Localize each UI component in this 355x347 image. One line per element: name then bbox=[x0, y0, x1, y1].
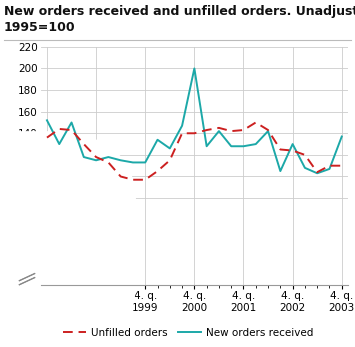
New orders received bbox=[327, 167, 332, 171]
Unfilled orders bbox=[131, 178, 135, 182]
Unfilled orders bbox=[303, 153, 307, 157]
Unfilled orders bbox=[168, 158, 172, 162]
Unfilled orders bbox=[192, 131, 197, 135]
Unfilled orders bbox=[315, 170, 320, 174]
Legend: Unfilled orders, New orders received: Unfilled orders, New orders received bbox=[59, 323, 318, 342]
New orders received bbox=[241, 144, 246, 148]
New orders received bbox=[143, 160, 147, 164]
New orders received bbox=[278, 169, 283, 173]
Unfilled orders bbox=[106, 160, 110, 164]
Unfilled orders bbox=[143, 178, 147, 182]
New orders received bbox=[253, 142, 258, 146]
New orders received bbox=[340, 134, 344, 138]
New orders received bbox=[131, 160, 135, 164]
New orders received bbox=[192, 66, 197, 70]
Unfilled orders bbox=[45, 136, 49, 140]
Unfilled orders bbox=[155, 169, 160, 173]
Line: Unfilled orders: Unfilled orders bbox=[47, 122, 342, 180]
Unfilled orders bbox=[327, 164, 332, 168]
New orders received bbox=[217, 129, 221, 133]
New orders received bbox=[290, 142, 295, 146]
Text: New orders received and unfilled orders. Unadjusted.: New orders received and unfilled orders.… bbox=[4, 5, 355, 18]
New orders received bbox=[106, 155, 110, 159]
Unfilled orders bbox=[340, 164, 344, 168]
Unfilled orders bbox=[70, 128, 74, 132]
Unfilled orders bbox=[180, 131, 184, 135]
New orders received bbox=[180, 124, 184, 128]
Unfilled orders bbox=[241, 128, 246, 132]
Unfilled orders bbox=[266, 128, 270, 132]
New orders received bbox=[204, 144, 209, 148]
New orders received bbox=[94, 158, 98, 162]
New orders received bbox=[82, 155, 86, 159]
Unfilled orders bbox=[217, 126, 221, 130]
Unfilled orders bbox=[82, 142, 86, 146]
New orders received bbox=[119, 158, 123, 162]
New orders received bbox=[168, 146, 172, 151]
Unfilled orders bbox=[57, 127, 61, 131]
Unfilled orders bbox=[94, 155, 98, 159]
Unfilled orders bbox=[119, 175, 123, 179]
New orders received bbox=[155, 138, 160, 142]
Line: New orders received: New orders received bbox=[47, 68, 342, 173]
Text: 1995=100: 1995=100 bbox=[4, 21, 75, 34]
Unfilled orders bbox=[204, 128, 209, 132]
Unfilled orders bbox=[229, 129, 233, 133]
FancyBboxPatch shape bbox=[0, 131, 136, 347]
New orders received bbox=[266, 129, 270, 133]
Unfilled orders bbox=[278, 147, 283, 152]
New orders received bbox=[315, 171, 320, 175]
New orders received bbox=[45, 118, 49, 122]
New orders received bbox=[70, 120, 74, 125]
New orders received bbox=[229, 144, 233, 148]
Unfilled orders bbox=[290, 149, 295, 153]
New orders received bbox=[57, 142, 61, 146]
Unfilled orders bbox=[253, 120, 258, 125]
New orders received bbox=[303, 166, 307, 170]
